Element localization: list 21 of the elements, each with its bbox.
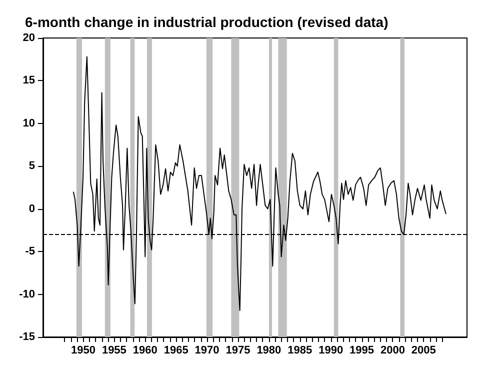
x-tick-label: 1970 <box>194 344 220 356</box>
y-tick-label: 0 <box>28 202 35 215</box>
x-tick-label: 1975 <box>226 344 250 356</box>
x-tick-label: 1965 <box>164 344 188 356</box>
x-tick-label: 1995 <box>350 344 374 356</box>
x-tick-label: 1980 <box>256 344 282 356</box>
x-tick-label: 2000 <box>380 344 405 356</box>
y-tick-label: -10 <box>19 288 35 300</box>
x-tick-label: 1955 <box>102 344 126 356</box>
x-tick-label: 1950 <box>70 344 96 356</box>
y-tick-label: -15 <box>19 331 35 343</box>
chart-title: 6-month change in industrial production (revised data) <box>25 14 388 30</box>
x-tick-label: 1985 <box>288 344 312 356</box>
y-tick-label: 20 <box>22 32 35 44</box>
x-tick-label: 1960 <box>132 344 158 356</box>
y-tick-label: -5 <box>25 246 35 258</box>
y-tick-label: 10 <box>22 117 35 130</box>
y-tick-label: 15 <box>22 74 35 87</box>
x-tick-label: 2005 <box>411 344 436 356</box>
y-tick-label: 5 <box>28 160 35 172</box>
x-tick-label: 1990 <box>318 344 344 356</box>
